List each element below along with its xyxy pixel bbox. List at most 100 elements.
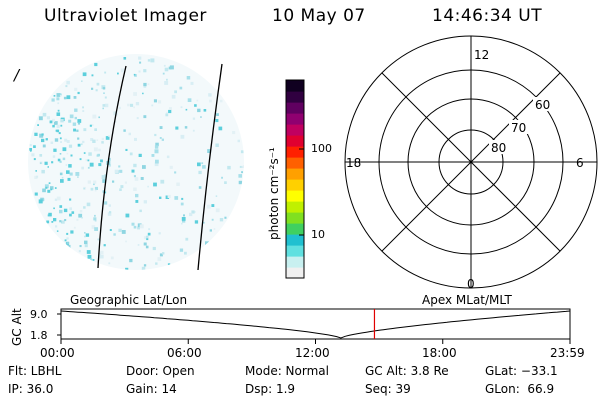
emission-speckle (237, 139, 240, 143)
emission-speckle (130, 103, 134, 107)
emission-speckle (202, 165, 206, 169)
emission-speckle (104, 96, 107, 99)
emission-speckle (157, 100, 162, 104)
lat-label-70: 70 (511, 121, 526, 135)
emission-speckle (139, 61, 142, 64)
lat-label-bg-80 (489, 140, 509, 154)
emission-speckle (77, 143, 81, 147)
emission-speckle (77, 119, 82, 123)
emission-speckle (124, 181, 127, 184)
emission-speckle (86, 202, 91, 207)
alt-tick-label-low: 1.8 (30, 329, 48, 342)
emission-speckle (96, 139, 99, 141)
emission-speckle (64, 138, 68, 142)
emission-speckle (35, 170, 37, 172)
emission-speckle (90, 138, 94, 141)
lat-label-60: 60 (535, 98, 550, 112)
colorbar-band (286, 267, 304, 279)
emission-speckle (41, 133, 44, 136)
mlt-label-left: 18 (346, 156, 361, 170)
emission-speckle (52, 155, 56, 158)
emission-speckle (79, 245, 82, 248)
emission-speckle (56, 230, 59, 232)
emission-speckle (192, 117, 196, 120)
emission-speckle (56, 196, 61, 201)
time-label-1800: 18:00 (422, 346, 457, 360)
emission-speckle (137, 226, 140, 230)
emission-speckle (153, 182, 157, 187)
emission-speckle (143, 200, 147, 204)
emission-speckle (161, 138, 164, 141)
emission-speckle (74, 87, 78, 91)
emission-speckle (49, 120, 53, 124)
emission-speckle (77, 176, 79, 178)
emission-speckle (105, 136, 110, 140)
emission-speckle (152, 246, 156, 251)
emission-speckle (113, 233, 116, 236)
emission-speckle (68, 144, 73, 148)
emission-speckle (121, 230, 126, 234)
emission-speckle (39, 133, 44, 138)
emission-speckle (59, 94, 62, 97)
alt-tick-label-high: 9.0 (30, 308, 48, 321)
emission-speckle (153, 99, 157, 103)
emission-speckle (38, 199, 43, 204)
emission-speckle (180, 202, 184, 206)
colorbar-gradient (286, 80, 304, 279)
emission-speckle (52, 118, 55, 122)
emission-speckle (77, 137, 80, 140)
emission-speckle (181, 197, 184, 200)
emission-speckle (81, 80, 83, 82)
emission-speckle (175, 126, 179, 130)
emission-speckle (109, 229, 112, 231)
emission-speckle (182, 219, 186, 223)
emission-speckle (84, 244, 88, 248)
ip-value: IP: 36.0 (8, 382, 54, 396)
colorbar-band (286, 157, 304, 169)
emission-speckle (133, 73, 136, 76)
emission-speckle (142, 165, 146, 169)
emission-speckle (57, 109, 60, 112)
emission-speckle (166, 111, 168, 114)
emission-speckle (239, 165, 242, 168)
colorbar-band (286, 168, 304, 180)
glat-value: GLat: −33.1 (485, 364, 558, 378)
geographic-coords-label: Geographic Lat/Lon (70, 293, 188, 307)
lat-label-bg-60 (533, 97, 553, 111)
emission-speckle (139, 209, 142, 213)
emission-speckle (94, 62, 98, 67)
polar-diagonal-2 (381, 72, 561, 252)
altitude-curve (60, 310, 571, 339)
emission-speckle (119, 188, 122, 191)
emission-speckle (135, 200, 139, 203)
emission-speckle (91, 225, 96, 229)
emission-speckle (180, 134, 185, 139)
emission-speckle (34, 132, 38, 136)
emission-speckle (41, 169, 45, 174)
emission-speckle (203, 221, 205, 224)
emission-speckle (42, 188, 46, 193)
emission-speckle (238, 180, 243, 185)
emission-speckle (66, 95, 71, 100)
emission-speckle (101, 137, 104, 141)
emission-speckle (69, 213, 72, 217)
emission-speckle (55, 129, 58, 132)
emission-speckle (95, 89, 98, 92)
colorbar-band (286, 80, 304, 92)
emission-speckle (174, 171, 177, 174)
emission-speckle (125, 213, 130, 218)
emission-speckle (133, 187, 137, 191)
timeline-yaxis-label: GC Alt (10, 308, 24, 346)
emission-speckle (54, 138, 59, 142)
emission-speckle (113, 111, 118, 116)
emission-speckle (215, 195, 218, 197)
emission-speckle (183, 214, 185, 217)
emission-speckle (92, 114, 97, 119)
time-label-0600: 06:00 (167, 346, 202, 360)
emission-speckle (198, 186, 202, 189)
emission-speckle (194, 104, 197, 107)
emission-speckle (50, 141, 54, 144)
emission-speckle (134, 177, 139, 181)
emission-speckle (100, 159, 103, 163)
